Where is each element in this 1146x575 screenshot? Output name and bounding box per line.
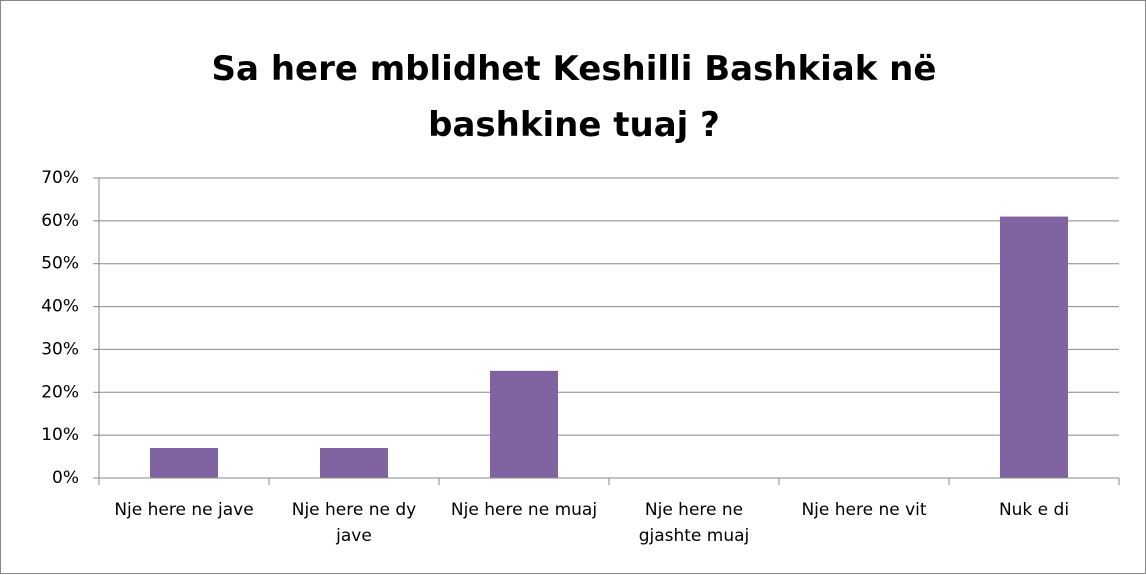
x-tick-label: Nje here ne jave	[114, 500, 254, 520]
y-tick-label: 30%	[41, 339, 79, 359]
y-tick-label: 0%	[52, 468, 79, 488]
y-tick-label: 60%	[41, 211, 79, 231]
x-tick-label: Nje here ne gjashte muaj	[638, 500, 750, 546]
y-tick-label: 40%	[41, 297, 79, 317]
bar	[150, 448, 218, 478]
bar	[1000, 216, 1068, 479]
y-tick-label: 50%	[41, 254, 79, 274]
y-tick-label: 20%	[41, 382, 79, 402]
x-tick-label: Nje here ne dy jave	[291, 500, 417, 546]
x-tick-label: Nje here ne vit	[801, 500, 927, 520]
y-tick-label: 10%	[41, 425, 79, 445]
bar	[320, 448, 388, 478]
y-tick-label: 70%	[41, 168, 79, 188]
bar	[490, 370, 558, 478]
chart-title: Sa here mblidhet Keshilli Bashkiak në ba…	[211, 49, 937, 145]
x-tick-label: Nuk e di	[998, 500, 1070, 520]
x-tick-label: Nje here ne muaj	[450, 500, 598, 520]
